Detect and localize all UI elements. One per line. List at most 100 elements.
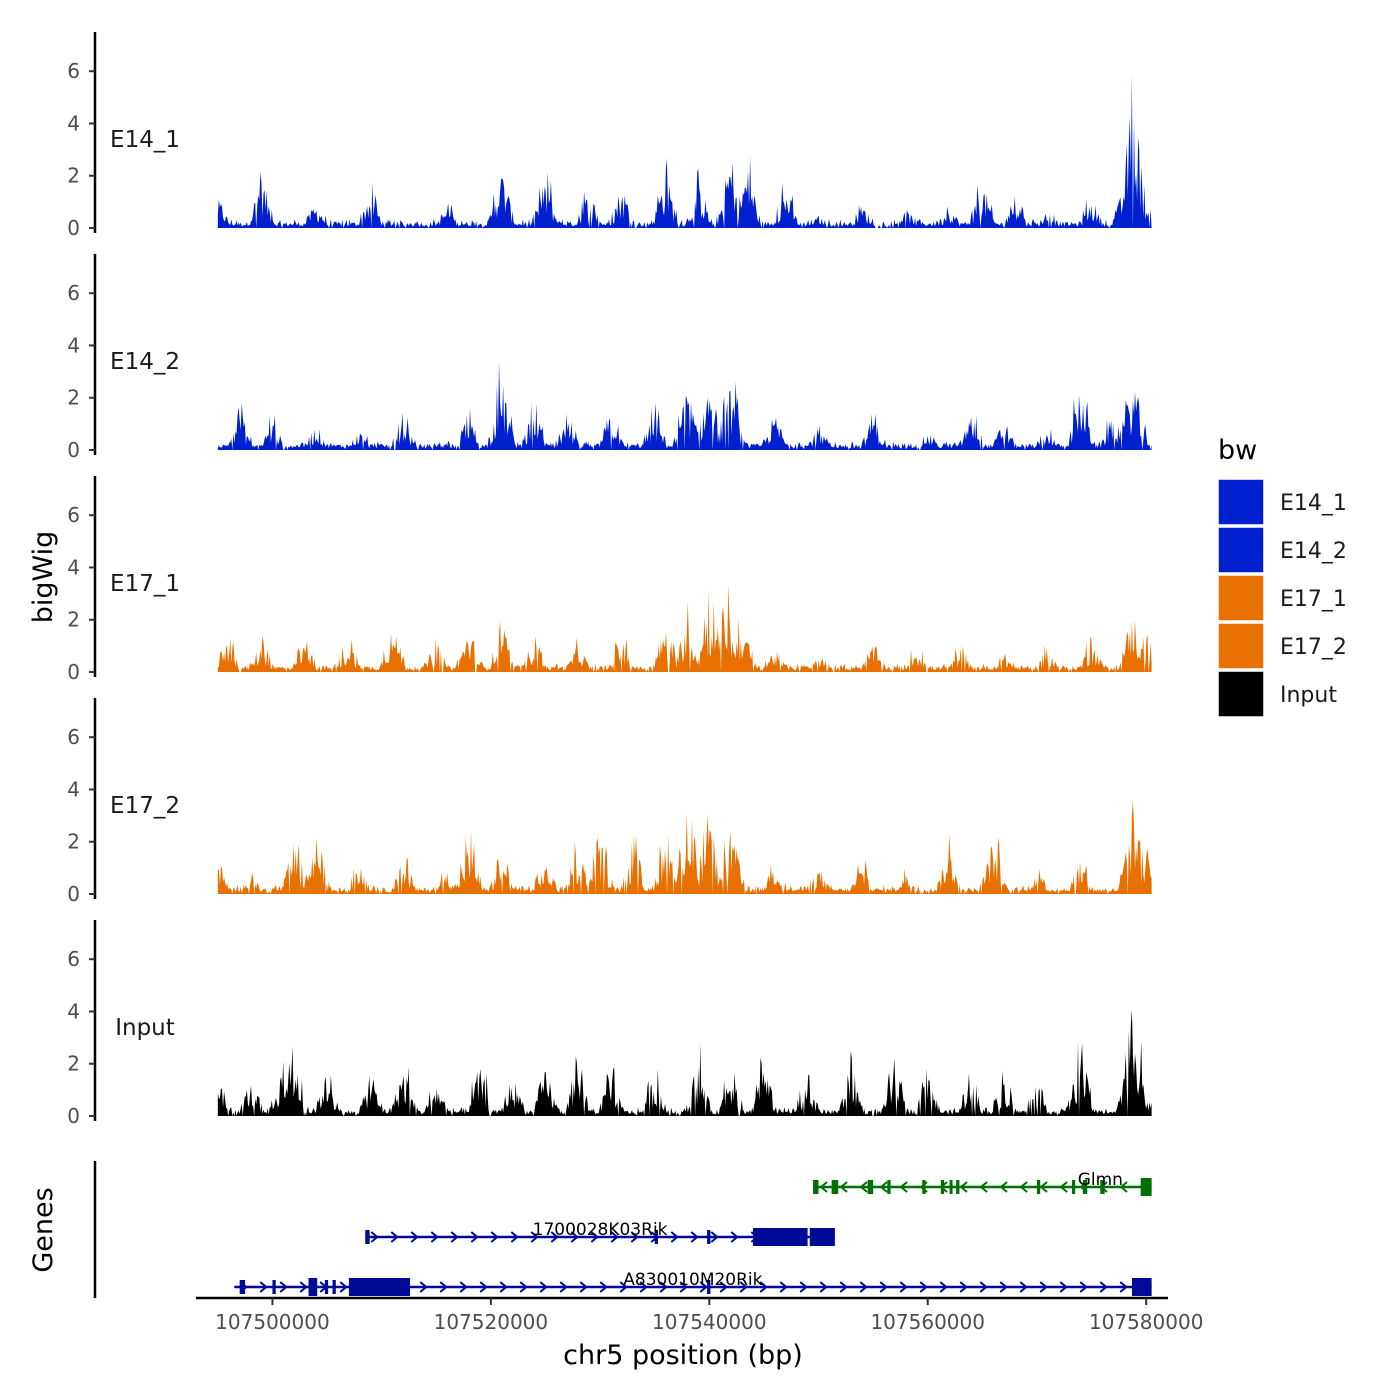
y-tick-label: 0: [67, 1104, 80, 1128]
strand-arrow: [659, 1281, 668, 1293]
strand-arrow: [959, 1281, 968, 1293]
strand-arrow: [639, 1281, 648, 1293]
strand-arrow: [259, 1281, 268, 1293]
strand-arrow: [410, 1231, 419, 1243]
strand-arrow: [979, 1281, 988, 1293]
gene-exon: [1131, 1278, 1152, 1296]
strand-arrow: [450, 1231, 459, 1243]
x-tick-label: 107500000: [215, 1310, 330, 1334]
gene-exon: [949, 1180, 953, 1194]
bigwig-panels: 0 2 4 6 E14_1 0 2 4 6 E14_2 0 2 4 6 E17_1 0 2 4 6 E17_2 0 2 4 6…: [67, 32, 1152, 1128]
strand-arrow: [579, 1281, 588, 1293]
strand-arrow: [1019, 1181, 1028, 1193]
strand-arrow: [279, 1281, 288, 1293]
y-tick-label: 4: [67, 333, 80, 357]
strand-arrow: [779, 1281, 788, 1293]
legend-label: E14_1: [1280, 491, 1347, 516]
strand-arrow: [570, 1231, 579, 1243]
gene-1700028K03Rik: 1700028K03Rik: [365, 1220, 835, 1246]
strand-arrow: [799, 1281, 808, 1293]
gene-exon: [332, 1280, 336, 1294]
gene-exon: [324, 1280, 329, 1294]
gene-exon: [1036, 1180, 1041, 1194]
gene-label: A830010M20Rik: [623, 1270, 762, 1290]
gene-exon: [809, 1228, 835, 1246]
gene-exon: [1071, 1180, 1076, 1194]
x-axis: 107500000 107520000 107540000 107560000 1075…: [196, 1296, 1203, 1334]
y-tick-label: 4: [67, 111, 80, 135]
strand-arrow: [630, 1231, 639, 1243]
strand-arrow: [499, 1281, 508, 1293]
strand-arrow: [1059, 1181, 1068, 1193]
strand-arrow: [550, 1231, 559, 1243]
strand-arrow: [339, 1281, 348, 1293]
gene-exon: [1100, 1180, 1105, 1194]
panel-label: E14_2: [110, 349, 180, 375]
strand-arrow: [739, 1281, 748, 1293]
y-tick-label: 4: [67, 555, 80, 579]
gene-exon: [831, 1180, 839, 1194]
y-tick-label: 2: [67, 386, 80, 410]
strand-arrow: [299, 1281, 308, 1293]
strand-arrow: [859, 1181, 868, 1193]
strand-arrow: [470, 1231, 479, 1243]
panel-E17_1: 0 2 4 6 E17_1: [67, 476, 1152, 684]
strand-arrow: [730, 1231, 739, 1243]
strand-arrow: [899, 1181, 908, 1193]
panel-label: Input: [115, 1015, 175, 1041]
gene-exon: [752, 1228, 808, 1246]
strand-arrow: [690, 1231, 699, 1243]
y-tick-label: 4: [67, 777, 80, 801]
legend-swatch-E17_1: [1217, 574, 1265, 622]
strand-arrow: [1099, 1281, 1108, 1293]
panel-label: E14_1: [110, 127, 180, 153]
strand-arrow: [839, 1181, 848, 1193]
strand-arrow: [619, 1281, 628, 1293]
strand-arrow: [959, 1181, 968, 1193]
gene-exon: [654, 1230, 658, 1244]
gene-exon: [1082, 1180, 1088, 1194]
strand-arrow: [899, 1281, 908, 1293]
strand-arrow: [439, 1281, 448, 1293]
panel-label: E17_1: [110, 571, 180, 597]
gene-A830010M20Rik: A830010M20Rik: [234, 1270, 1152, 1296]
legend: bw E14_1 E14_2 E17_1 E17_2 Input: [1217, 435, 1347, 718]
strand-arrow: [370, 1231, 379, 1243]
y-tick-label: 0: [67, 438, 80, 462]
legend-title: bw: [1218, 435, 1257, 466]
y-tick-label: 6: [67, 503, 80, 527]
panel-E14_2: 0 2 4 6 E14_2: [67, 254, 1152, 462]
strand-arrow: [679, 1281, 688, 1293]
signal-area-E14_1: [217, 74, 1152, 228]
strand-arrow: [670, 1231, 679, 1243]
x-axis-title: chr5 position (bp): [563, 1340, 803, 1371]
y-tick-label: 4: [67, 999, 80, 1023]
strand-arrow: [839, 1281, 848, 1293]
strand-arrow: [519, 1281, 528, 1293]
strand-arrow: [510, 1231, 519, 1243]
y-tick-label: 6: [67, 947, 80, 971]
strand-arrow: [390, 1231, 399, 1243]
y-tick-label: 0: [67, 882, 80, 906]
legend-swatch-E14_1: [1217, 478, 1265, 526]
gene-exon: [707, 1230, 711, 1244]
strand-arrow: [699, 1281, 708, 1293]
strand-arrow: [1119, 1181, 1128, 1193]
panel-label: E17_2: [110, 793, 180, 819]
gene-track: Glmn 1700028K03Rik A830010M20Rik: [93, 1161, 1152, 1298]
strand-arrow: [1079, 1281, 1088, 1293]
strand-arrow: [559, 1281, 568, 1293]
strand-arrow: [530, 1231, 539, 1243]
gene-exon: [308, 1278, 318, 1296]
gene-label: Glmn: [1078, 1170, 1123, 1190]
x-tick-label: 107560000: [870, 1310, 985, 1334]
gene-exon: [272, 1280, 276, 1294]
strand-arrow: [939, 1281, 948, 1293]
y-tick-label: 2: [67, 1052, 80, 1076]
gene-exon: [813, 1180, 819, 1194]
legend-swatch-Input: [1217, 670, 1265, 718]
strand-arrow: [710, 1231, 719, 1243]
legend-label: E17_2: [1280, 635, 1347, 660]
gene-exon: [707, 1280, 711, 1294]
strand-arrow: [979, 1181, 988, 1193]
